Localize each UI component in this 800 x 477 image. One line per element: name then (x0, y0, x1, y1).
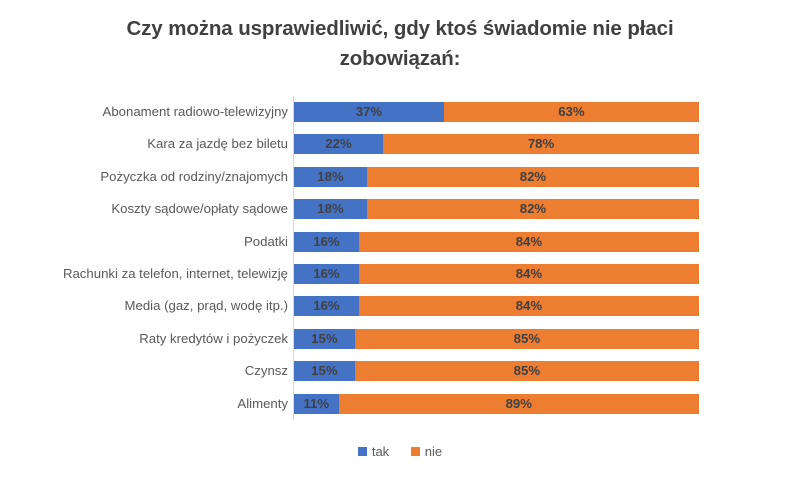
legend-swatch-nie (410, 447, 420, 457)
category-label: Alimenty (237, 395, 288, 411)
category-label: Koszty sądowe/opłaty sądowe (111, 201, 288, 217)
legend-swatch-tak (357, 447, 367, 457)
bar-track: 16% 84% (294, 231, 699, 252)
chart-title: Czy można usprawiedliwić, gdy ktoś świad… (60, 14, 740, 74)
bar-value-label-nie: 85% (513, 363, 541, 379)
bar-track: 18% 82% (294, 166, 699, 187)
bar-value-label-tak: 16% (313, 298, 340, 314)
bar-segment-tak[interactable]: 15% (294, 361, 355, 382)
category-label: Podatki (244, 233, 288, 249)
category-label: Czynsz (244, 363, 288, 379)
bar-segment-tak[interactable]: 18% (294, 199, 367, 220)
category-label: Kara za jazdę bez biletu (147, 136, 288, 152)
bar-value-label-nie: 89% (505, 395, 532, 411)
bar-segment-nie[interactable]: 82% (366, 166, 699, 187)
bar-segment-nie[interactable]: 63% (443, 102, 699, 122)
bar-segment-tak[interactable]: 37% (294, 102, 444, 122)
bar-row: Abonament radiowo-telewizyjny 37% 63% (0, 96, 800, 128)
bar-segment-tak[interactable]: 22% (294, 134, 384, 155)
bar-row: Raty kredytów i pożyczek 15% 85% (0, 323, 800, 355)
bar-track: 15% 85% (294, 328, 699, 349)
bar-value-label-tak: 18% (317, 168, 344, 184)
bar-track: 11% 89% (294, 393, 699, 414)
bar-row: Koszty sądowe/opłaty sądowe 18% 82% (0, 193, 800, 225)
bar-segment-tak[interactable]: 16% (294, 296, 359, 317)
bar-value-label-tak: 11% (303, 395, 330, 411)
bar-segment-nie[interactable]: 84% (358, 231, 699, 252)
bar-row: Czynsz 15% 85% (0, 355, 800, 387)
legend-item-nie[interactable]: nie (410, 444, 443, 460)
bar-value-label-tak: 18% (317, 201, 344, 217)
bar-value-label-nie: 82% (519, 201, 547, 217)
bar-segment-nie[interactable]: 84% (358, 296, 699, 317)
bar-value-label-tak: 15% (311, 363, 338, 379)
bar-track: 18% 82% (294, 199, 699, 220)
bar-segment-tak[interactable]: 11% (294, 393, 339, 414)
bar-segment-nie[interactable]: 89% (338, 393, 699, 414)
category-axis-line (293, 96, 294, 420)
legend-label-tak: tak (371, 444, 390, 460)
bar-value-label-nie: 84% (515, 233, 543, 249)
bar-row: Podatki 16% 84% (0, 226, 800, 258)
bar-value-label-nie: 82% (519, 168, 547, 184)
bar-segment-nie[interactable]: 85% (354, 361, 699, 382)
bar-segment-nie[interactable]: 84% (358, 264, 699, 284)
category-label: Pożyczka od rodziny/znajomych (100, 168, 288, 184)
bar-value-label-tak: 15% (311, 330, 338, 346)
bar-segment-nie[interactable]: 82% (366, 199, 699, 220)
legend-item-tak[interactable]: tak (357, 444, 390, 460)
bar-track: 15% 85% (294, 361, 699, 382)
bar-value-label-nie: 63% (558, 104, 585, 119)
bar-row: Alimenty 11% 89% (0, 388, 800, 420)
chart-title-line-1: Czy można usprawiedliwić, gdy ktoś świad… (126, 17, 674, 40)
bar-row: Rachunki za telefon, internet, telewizję… (0, 258, 800, 290)
bar-value-label-nie: 78% (527, 136, 555, 152)
bar-value-label-nie: 85% (513, 330, 541, 346)
bar-segment-tak[interactable]: 15% (294, 328, 355, 349)
category-label: Media (gaz, prąd, wodę itp.) (124, 298, 288, 314)
bar-value-label-nie: 84% (515, 298, 543, 314)
bar-track: 16% 84% (294, 296, 699, 317)
bar-segment-tak[interactable]: 16% (294, 231, 359, 252)
category-label: Abonament radiowo-telewizyjny (102, 104, 288, 119)
category-label: Rachunki za telefon, internet, telewizję (62, 266, 288, 281)
bar-row: Kara za jazdę bez biletu 22% 78% (0, 128, 800, 160)
bar-row: Pożyczka od rodziny/znajomych 18% 82% (0, 161, 800, 193)
bar-segment-nie[interactable]: 78% (383, 134, 699, 155)
bar-value-label-tak: 16% (313, 233, 340, 249)
bar-track: 22% 78% (294, 134, 699, 155)
legend-label-nie: nie (424, 444, 443, 460)
bar-segment-tak[interactable]: 18% (294, 166, 367, 187)
chart-legend: tak nie (0, 443, 800, 459)
plot-area: Abonament radiowo-telewizyjny 37% 63% Kara … (0, 96, 800, 422)
bar-segment-tak[interactable]: 16% (294, 264, 359, 284)
category-label: Raty kredytów i pożyczek (139, 330, 288, 346)
bar-value-label-nie: 84% (515, 266, 543, 281)
bar-track: 37% 63% (294, 102, 699, 122)
chart-title-line-2: zobowiązań: (339, 47, 461, 70)
bar-rows: Abonament radiowo-telewizyjny 37% 63% Kara … (0, 96, 800, 422)
bar-segment-nie[interactable]: 85% (354, 328, 699, 349)
bar-value-label-tak: 22% (325, 136, 352, 152)
bar-value-label-tak: 37% (355, 104, 383, 119)
bar-track: 16% 84% (294, 264, 699, 284)
bar-row: Media (gaz, prąd, wodę itp.) 16% 84% (0, 290, 800, 322)
bar-value-label-tak: 16% (313, 266, 340, 281)
